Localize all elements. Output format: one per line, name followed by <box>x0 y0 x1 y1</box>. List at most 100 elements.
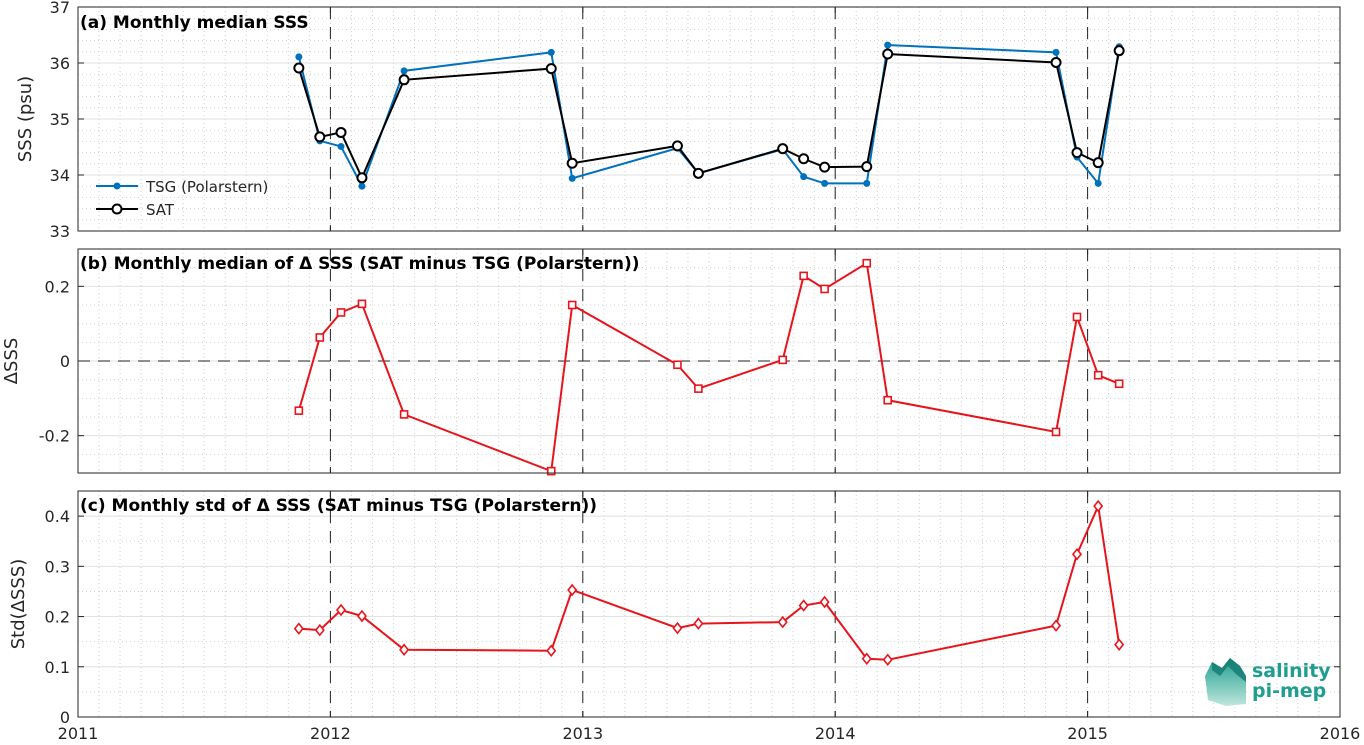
data-point <box>799 271 808 281</box>
data-point <box>568 174 576 182</box>
data-point <box>566 157 578 169</box>
data-point <box>862 258 872 268</box>
x-axis-tick-labels: 2011 2012 2013 2014 2015 2016 <box>58 724 1361 743</box>
y-axis-label: Std(ΔSSS) <box>8 559 29 650</box>
data-point <box>399 410 409 419</box>
y-tick-label: 0.3 <box>45 557 70 576</box>
data-point <box>1052 48 1060 56</box>
y-tick-label: 36 <box>50 54 70 73</box>
data-point <box>314 131 326 143</box>
data-point <box>295 53 303 61</box>
logo-line-2: pi-mep <box>1252 680 1326 702</box>
data-point <box>694 384 703 393</box>
data-point <box>315 333 325 342</box>
data-point <box>673 360 682 370</box>
data-point <box>671 140 683 152</box>
y-tick-label: 0.1 <box>45 658 70 677</box>
data-point <box>692 167 704 179</box>
data-point <box>861 652 872 666</box>
x-tick-label: 2015 <box>1067 724 1108 743</box>
data-point <box>1072 312 1082 322</box>
data-point <box>778 355 788 365</box>
data-point <box>820 284 829 294</box>
data-point <box>545 63 557 75</box>
y-axis-label: ΔSSS <box>1 338 22 385</box>
x-tick-label: 2011 <box>58 724 99 743</box>
data-point <box>546 644 557 657</box>
logo-line-1: salinity <box>1252 660 1331 682</box>
y-tick-label: 0.4 <box>45 507 70 526</box>
salinity-pi-mep-logo: salinity pi-mep <box>1205 658 1331 706</box>
data-point <box>400 67 408 75</box>
data-point <box>882 48 894 60</box>
data-point <box>1051 619 1062 632</box>
y-tick-label: 0 <box>60 352 70 371</box>
data-point <box>1092 157 1104 169</box>
panel-title: (b) Monthly median of Δ SSS (SAT minus T… <box>80 254 640 274</box>
logo-wave-icon <box>1212 658 1246 682</box>
data-point <box>398 74 410 86</box>
data-point <box>777 143 789 155</box>
panel-b-median-delta-sss: 0.2 0 -0.2 (b) Monthly median of Δ SSS (SA… <box>1 248 1341 476</box>
axes-frame <box>77 490 1341 718</box>
data-point <box>314 623 325 637</box>
data-point <box>1093 370 1103 380</box>
legend-marker-sat <box>111 203 123 215</box>
data-point <box>777 615 788 629</box>
data-point <box>800 173 808 181</box>
data-point <box>335 603 347 617</box>
data-point <box>672 621 683 635</box>
legend-label-tsg: TSG (Polarstern) <box>145 178 268 196</box>
data-point <box>861 161 873 173</box>
data-point <box>293 622 304 635</box>
panel-c-std-delta-sss: 0 0.1 0.2 0.3 0.4 (c) Monthly std of Δ SSS (… <box>8 490 1341 727</box>
panel-title: (c) Monthly std of Δ SSS (SAT minus TSG … <box>80 496 597 516</box>
data-point <box>399 643 410 656</box>
data-point <box>356 609 367 623</box>
data-point <box>819 161 831 173</box>
data-point <box>819 595 830 609</box>
data-point <box>1093 499 1104 513</box>
data-point <box>1071 547 1083 561</box>
data-point <box>294 406 304 415</box>
y-axis-label: SSS (psu) <box>15 76 36 162</box>
y-tick-label: -0.2 <box>39 427 70 446</box>
y-tick-label: 34 <box>50 166 70 185</box>
data-point <box>293 62 305 74</box>
data-point <box>357 299 367 309</box>
data-point <box>1094 179 1102 187</box>
y-tick-label: 0.2 <box>45 608 70 627</box>
panel-a-median-sss: 33 34 35 36 37 (a) Monthly median SSS SSS (p… <box>15 0 1341 241</box>
series-line <box>298 502 1121 661</box>
data-point <box>883 395 892 405</box>
data-point <box>335 126 347 138</box>
data-point <box>546 466 556 476</box>
data-point <box>567 300 577 310</box>
y-tick-label: 0 <box>60 708 70 727</box>
data-point <box>1071 147 1083 159</box>
y-tick-label: 35 <box>50 110 70 129</box>
y-tick-label: 37 <box>50 0 70 17</box>
x-tick-label: 2016 <box>1320 724 1361 743</box>
x-tick-label: 2012 <box>310 724 351 743</box>
data-point <box>567 583 578 597</box>
data-point <box>1114 638 1125 651</box>
x-tick-label: 2013 <box>562 724 603 743</box>
data-point <box>884 41 892 49</box>
series-line <box>297 261 1120 473</box>
data-point <box>337 142 345 150</box>
data-point <box>798 599 809 612</box>
data-point <box>1050 56 1062 68</box>
panel-title: (a) Monthly median SSS <box>80 13 309 33</box>
data-point <box>336 308 346 317</box>
data-point <box>547 48 555 56</box>
data-point <box>693 617 704 630</box>
series-line <box>297 50 1121 181</box>
data-point <box>882 653 893 667</box>
y-tick-label: 33 <box>50 222 70 241</box>
data-point <box>821 179 829 187</box>
x-tick-label: 2014 <box>815 724 856 743</box>
data-point <box>356 172 368 184</box>
data-point <box>863 179 871 187</box>
